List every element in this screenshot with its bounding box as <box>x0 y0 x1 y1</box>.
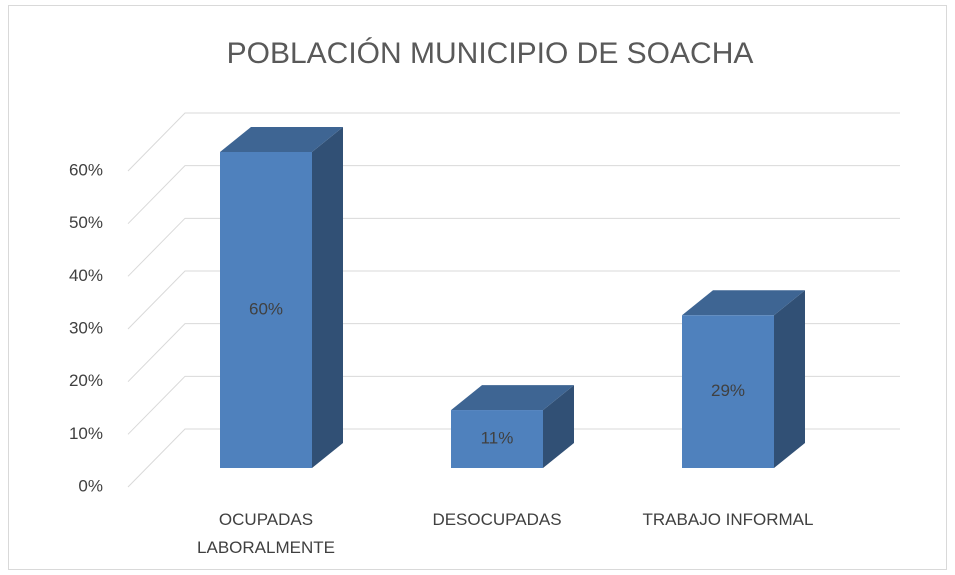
grid-line <box>127 270 900 330</box>
chart-frame <box>8 5 947 570</box>
chart-title: POBLACIÓN MUNICIPIO DE SOACHA <box>227 37 754 70</box>
bar-side <box>312 127 343 468</box>
y-tick-label: 0% <box>78 476 103 495</box>
grid-line <box>127 112 900 172</box>
bar <box>682 315 774 468</box>
grid-line <box>127 428 900 488</box>
y-tick-label: 10% <box>69 424 103 443</box>
grid-line <box>127 375 900 435</box>
bar <box>451 410 543 468</box>
value-label: 11% <box>481 429 514 448</box>
value-label: 60% <box>249 299 283 318</box>
y-tick-label: 50% <box>69 213 103 232</box>
grid-line <box>127 217 900 277</box>
x-tick-label: OCUPADAS LABORALMENTE <box>197 510 335 557</box>
x-tick-label: TRABAJO INFORMAL <box>642 510 814 529</box>
y-tick-label: 20% <box>69 371 103 390</box>
bar-top <box>220 127 343 152</box>
grid-line <box>127 323 900 383</box>
value-label: 29% <box>711 381 745 400</box>
bar-top <box>682 290 805 316</box>
bar-side <box>774 290 805 468</box>
y-tick-label: 40% <box>69 266 103 285</box>
y-tick-label: 30% <box>69 318 103 337</box>
grid-line <box>127 165 900 225</box>
x-tick-label: DESOCUPADAS <box>432 510 562 529</box>
bar-top <box>451 385 574 411</box>
y-tick-label: 60% <box>69 160 103 179</box>
bar <box>220 152 312 468</box>
bar-side <box>543 385 574 468</box>
